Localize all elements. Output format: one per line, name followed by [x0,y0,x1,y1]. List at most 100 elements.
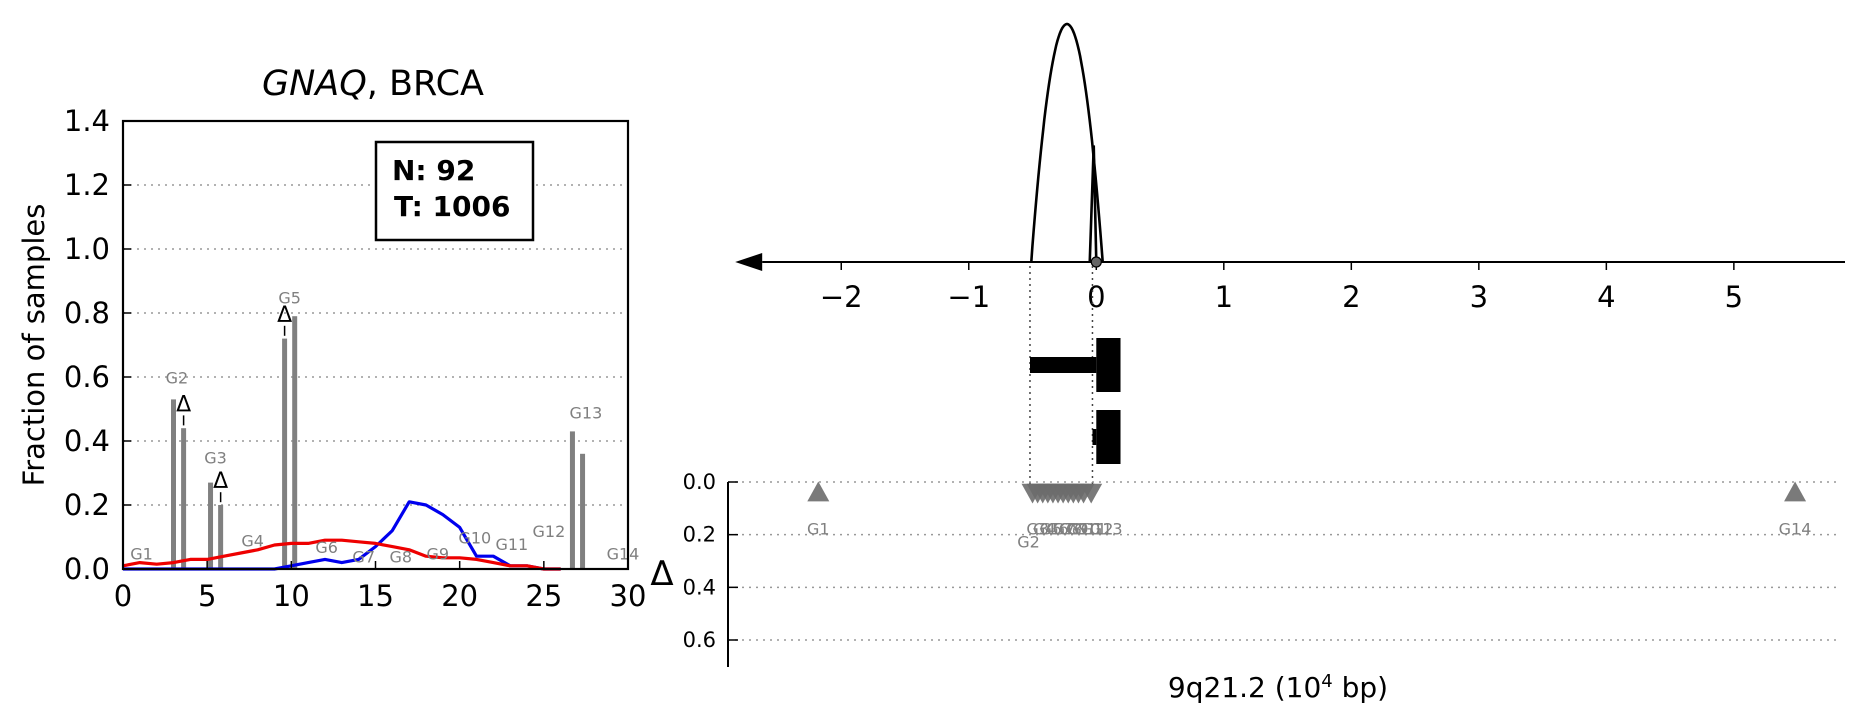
delta-marker: Δ [176,392,191,417]
gene-label: G4 [241,532,264,551]
gene-marker-label: G5 [1040,520,1063,539]
chart-title-gene: GNAQ [262,64,367,104]
boxplot-box [1096,410,1121,464]
axis-tick-label: 1 [1215,280,1233,314]
axis-tick-label: 3 [1470,280,1488,314]
boxplot-whisker [1092,429,1097,445]
gene-marker [1784,481,1807,502]
bar [569,431,575,569]
axis-origin-dot [1090,256,1102,268]
legend-box: N: 92 T: 1006 [374,140,535,242]
x-tick-label: 15 [357,579,394,613]
x-axis-label-tail: bp) [1333,671,1388,704]
gene-marker-label: G10 [1067,520,1100,539]
axis-tick-label: −1 [947,280,990,314]
left-x-ticks: 0 5 10 15 20 25 30 [114,561,647,613]
genomic-axis: −2 −1 0 1 2 3 4 5 [735,253,1845,314]
y-tick-label: 0.2 [64,488,110,522]
gene-marker-label: G9 [1066,520,1089,539]
delta-marker: Δ [213,469,228,494]
distribution-curve [1030,22,1104,263]
bar [171,399,176,569]
y-tick-label: 0.4 [64,424,110,458]
gene-label: G12 [533,522,566,541]
gene-label: G7 [352,548,375,567]
gene-label: G11 [495,535,528,554]
y-tick-label: 1.4 [64,104,110,138]
bar [218,505,224,569]
left-bars [171,316,586,569]
right-chart: −2 −1 0 1 2 3 4 5 G1G2G3G4G5G6G7G8G9G10G11G12G1… [650,22,1845,705]
gene-marker-label: G14 [1779,520,1812,539]
legend-n-count: N: 92 [392,154,475,187]
bar [282,338,288,569]
x-axis-label-main: 9q21.2 (10 [1168,671,1321,704]
y-axis-label: Fraction of samples [17,204,51,487]
delta-tick-label: 0.0 [683,470,716,494]
gene-marker-label: G6 [1046,520,1069,539]
delta-axis-label: Δ [650,554,673,594]
delta-tick-label: 0.2 [683,523,716,547]
axis-tick-label: −2 [820,280,863,314]
boxplots [1029,338,1121,464]
gene-label: G8 [389,548,412,567]
gene-label: G2 [166,368,189,387]
axis-arrow-left [735,253,763,271]
x-tick-label: 25 [525,579,562,613]
left-gene-labels: G1 G2 G3 G4 G5 G6 G7 G8 G9 G10 G11 G12 G13 G14 [130,288,639,566]
gene-label: G10 [458,528,491,547]
boxplot-box [1096,338,1121,392]
gene-label: G5 [278,288,301,307]
bar [181,428,187,569]
distribution-spike [1088,145,1098,263]
bar [208,482,214,569]
left-delta-markers: Δ Δ Δ [176,303,292,503]
gene-label: G1 [130,544,153,563]
gene-marker-label: G12 [1081,520,1114,539]
x-axis-label-exponent: 4 [1321,671,1332,692]
guide-lines [1029,266,1094,488]
delta-gridlines [728,481,1840,641]
y-tick-label: 0.6 [64,360,110,394]
gene-marker-label: G1 [807,520,830,539]
gene-marker-label: G4 [1033,520,1056,539]
axis-tick-label: 2 [1342,280,1360,314]
delta-tick-label: 0.4 [683,575,716,599]
legend-t-count: T: 1006 [394,190,510,223]
delta-tick-label: 0.6 [683,628,716,652]
left-y-ticks: 0.0 0.2 0.4 0.6 0.8 1.0 1.2 1.4 [64,104,131,586]
delta-ticks: 0.0 0.2 0.4 0.6 [683,470,738,667]
gene-marker [1080,483,1103,504]
gene-marker-label: G2 [1017,533,1040,552]
x-tick-label: 30 [610,579,647,613]
gene-marker-label: G3 [1026,520,1049,539]
x-tick-label: 0 [114,579,132,613]
gene-marker-label: G8 [1059,520,1082,539]
chart-title: GNAQ, BRCA [262,64,484,104]
gene-label: G6 [315,538,338,557]
left-series-lines [122,500,561,571]
x-tick-label: 10 [273,579,310,613]
bar [292,316,298,569]
gene-label: G3 [204,448,227,467]
gene-marker-label: G13 [1090,520,1123,539]
series-line [122,538,561,571]
y-tick-label: 0.8 [64,296,110,330]
gene-marker-label: G11 [1074,520,1107,539]
boxplot-whisker [1029,357,1097,373]
x-axis-label: 9q21.2 (104 bp) [1168,671,1388,705]
distribution-peak [1030,22,1104,263]
axis-tick-label: 4 [1597,280,1615,314]
gene-marker-label: G7 [1053,520,1076,539]
y-tick-label: 1.2 [64,168,110,202]
gene-label: G13 [570,404,603,423]
delta-marker: Δ [277,303,292,328]
chart-title-rest: , BRCA [367,64,484,104]
axis-tick-label: 0 [1087,280,1105,314]
y-tick-label: 1.0 [64,232,110,266]
gene-marker [807,481,830,502]
legend-frame [374,140,535,242]
